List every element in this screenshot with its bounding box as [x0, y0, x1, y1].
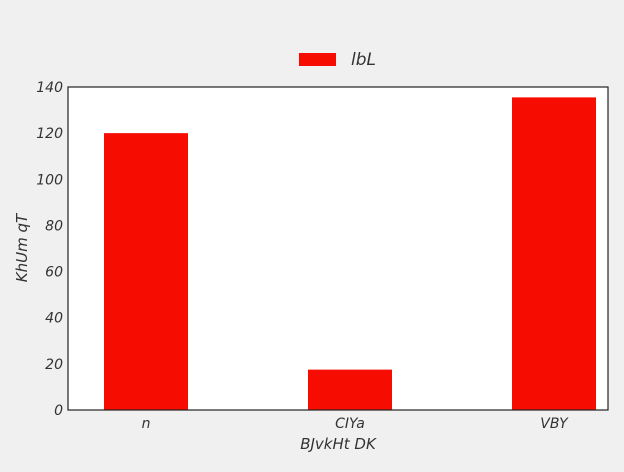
x-tick-label: n: [142, 416, 151, 432]
y-tick-label: 40: [45, 311, 63, 327]
y-tick-label: 140: [36, 80, 63, 96]
y-tick-label: 20: [45, 357, 63, 373]
legend-label: lbL: [351, 50, 376, 70]
y-axis-ticks: 0 20 40 60 80 100 120 140: [36, 80, 63, 419]
x-tick-label: CIYa: [335, 416, 365, 432]
bar-ciya: [308, 369, 392, 410]
y-axis-label: KhUm qT: [13, 212, 31, 282]
y-tick-label: 100: [36, 172, 63, 188]
legend-swatch: [299, 53, 336, 66]
bar-vby: [512, 97, 596, 410]
y-tick-label: 80: [45, 218, 63, 234]
y-tick-label: 120: [36, 126, 63, 142]
bars-layer: [104, 97, 596, 410]
y-tick-label: 0: [54, 403, 63, 419]
plot-frame: [67, 86, 609, 411]
y-tick-label: 60: [45, 265, 63, 281]
legend: lbL: [299, 50, 376, 70]
x-axis-ticks: n CIYa VBY: [142, 416, 570, 432]
bar-n: [104, 133, 188, 410]
x-tick-label: VBY: [540, 416, 569, 432]
x-axis-label: BJvkHt DK: [300, 435, 377, 453]
